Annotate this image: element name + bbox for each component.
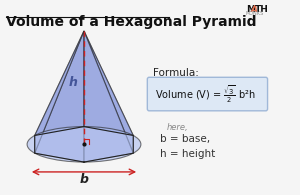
Text: h = height: h = height [160,149,215,159]
Text: h: h [68,76,77,89]
Polygon shape [35,31,84,162]
Text: M: M [246,5,255,14]
Ellipse shape [27,127,141,162]
FancyBboxPatch shape [147,77,268,111]
Text: MONKS: MONKS [245,11,264,16]
Polygon shape [84,31,133,136]
Polygon shape [35,31,84,136]
Text: Formula:: Formula: [153,68,199,78]
Text: here,: here, [167,123,188,132]
Polygon shape [35,31,84,153]
Polygon shape [84,31,133,153]
Text: TH: TH [255,5,268,14]
Text: A: A [251,5,258,14]
Polygon shape [84,31,133,162]
Text: b: b [80,173,88,186]
Text: Volume of a Hexagonal Pyramid: Volume of a Hexagonal Pyramid [6,15,256,29]
Text: Volume (V) = $\frac{\sqrt{3}}{2}$ b²h: Volume (V) = $\frac{\sqrt{3}}{2}$ b²h [155,83,255,105]
Text: b = base,: b = base, [160,135,210,144]
